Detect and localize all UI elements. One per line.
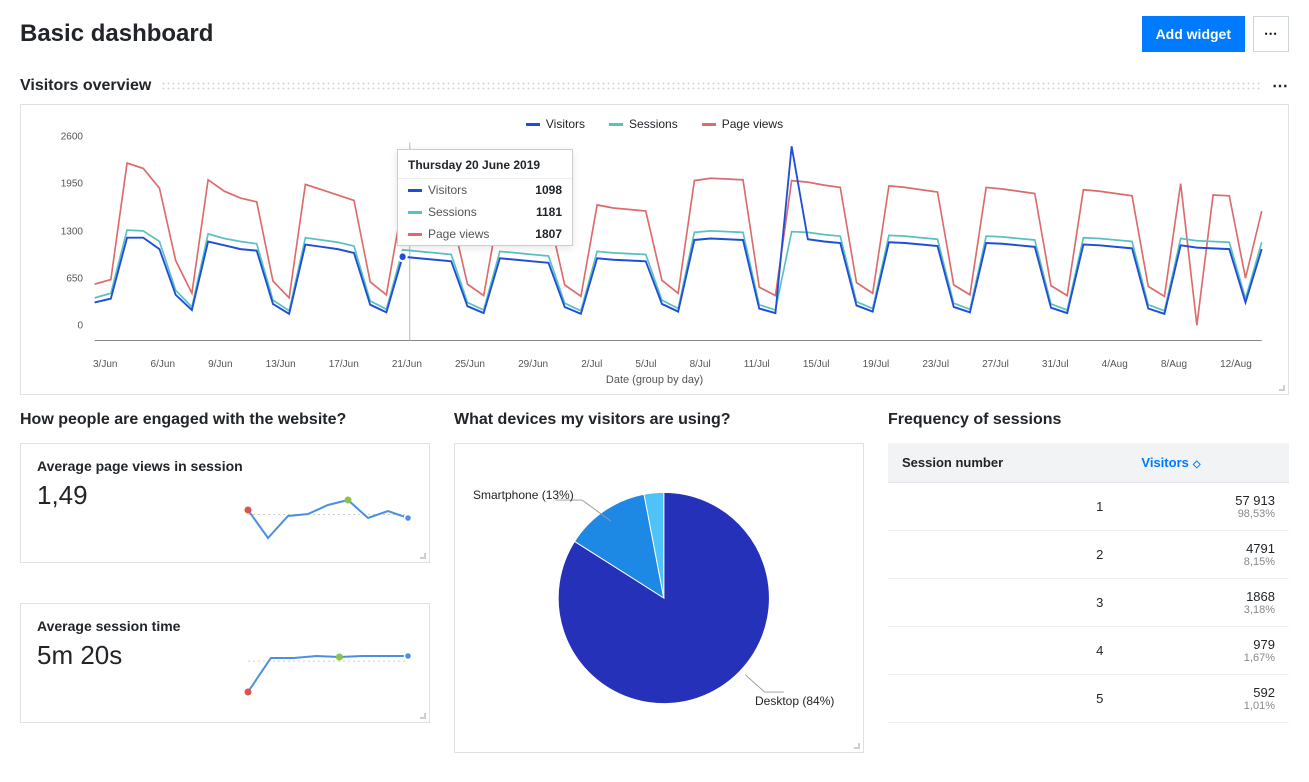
- devices-widget: What devices my visitors are using? Smar…: [454, 411, 864, 763]
- more-icon[interactable]: ⋯: [1253, 16, 1289, 52]
- engagement-widget: How people are engaged with the website?…: [20, 411, 430, 763]
- pie-label-desktop: Desktop (84%): [755, 694, 834, 708]
- widget-title: Frequency of sessions: [888, 411, 1289, 429]
- table-header[interactable]: Visitors◇: [1127, 443, 1289, 483]
- pie-chart[interactable]: Smartphone (13%) Desktop (84%): [465, 454, 853, 742]
- add-widget-button[interactable]: Add widget: [1142, 16, 1245, 52]
- table-header[interactable]: Session number: [888, 443, 1127, 483]
- visitors-overview-widget: Visitors overview ⋯ Visitors Sessions Page…: [20, 76, 1289, 395]
- frequency-table: Session numberVisitors◇ 157 91398,53%247…: [888, 443, 1289, 723]
- sort-icon: ◇: [1193, 459, 1201, 470]
- drag-handle[interactable]: [161, 81, 1262, 91]
- widget-title: What devices my visitors are using?: [454, 411, 864, 429]
- legend-item[interactable]: Page views: [702, 117, 783, 131]
- x-axis-title: Date (group by day): [37, 374, 1272, 386]
- chart-tooltip: Thursday 20 June 2019 Visitors1098Sessio…: [397, 149, 573, 246]
- line-chart-card: Visitors Sessions Page views 2600195013006…: [20, 104, 1289, 395]
- sparkline: [243, 474, 413, 544]
- more-icon[interactable]: ⋯: [1272, 76, 1289, 96]
- metric-card: Average session time 5m 20s: [20, 603, 430, 723]
- widget-title: How people are engaged with the website?: [20, 411, 430, 429]
- pie-label-smartphone: Smartphone (13%): [473, 488, 574, 502]
- resize-handle[interactable]: [1275, 381, 1285, 391]
- table-row[interactable]: 49791,67%: [888, 627, 1289, 675]
- table-row[interactable]: 55921,01%: [888, 675, 1289, 723]
- frequency-widget: Frequency of sessions Session numberVisi…: [888, 411, 1289, 763]
- tooltip-title: Thursday 20 June 2019: [398, 150, 572, 179]
- legend-item[interactable]: Sessions: [609, 117, 678, 131]
- pie-chart-card: Smartphone (13%) Desktop (84%): [454, 443, 864, 753]
- resize-handle[interactable]: [416, 709, 426, 719]
- metric-title: Average page views in session: [37, 458, 413, 474]
- resize-handle[interactable]: [416, 549, 426, 559]
- table-row[interactable]: 157 91398,53%: [888, 483, 1289, 531]
- table-row[interactable]: 318683,18%: [888, 579, 1289, 627]
- widget-title: Visitors overview: [20, 77, 151, 95]
- page-title: Basic dashboard: [20, 20, 213, 48]
- legend-item[interactable]: Visitors: [526, 117, 585, 131]
- metric-title: Average session time: [37, 618, 413, 634]
- sparkline: [243, 634, 413, 704]
- line-chart[interactable]: 2600195013006500 Thursday 20 June 2019 V…: [37, 137, 1272, 357]
- table-row[interactable]: 247918,15%: [888, 531, 1289, 579]
- metric-card: Average page views in session 1,49: [20, 443, 430, 563]
- resize-handle[interactable]: [850, 739, 860, 749]
